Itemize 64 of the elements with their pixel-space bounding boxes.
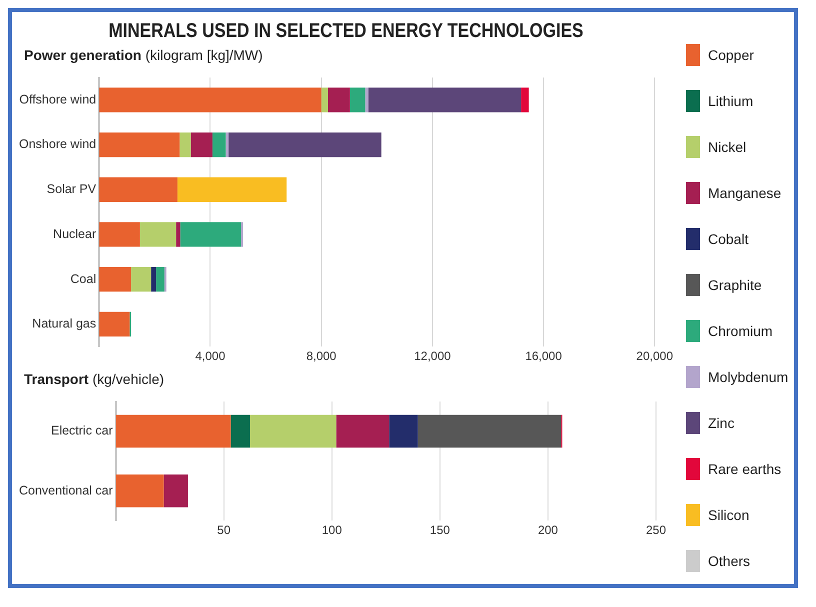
bar xyxy=(368,88,522,112)
x-tick-label: 100 xyxy=(322,523,342,538)
bar xyxy=(99,132,180,158)
bar xyxy=(140,222,176,247)
legend-label: Lithium xyxy=(708,93,754,109)
bar xyxy=(230,414,250,448)
bar xyxy=(99,177,178,202)
bar xyxy=(177,177,287,202)
legend-label: Graphite xyxy=(708,277,762,293)
legend-label: Cobalt xyxy=(708,231,748,247)
x-tick-label: 8,000 xyxy=(306,349,337,364)
x-tick-label: 200 xyxy=(538,523,558,538)
legend-label: Others xyxy=(708,553,750,569)
bar xyxy=(321,88,328,112)
legend-label: Zinc xyxy=(708,415,734,431)
legend-label: Molybdenum xyxy=(708,369,788,385)
chart-title: Transport (kg/vehicle) xyxy=(24,371,164,387)
x-tick-label: 50 xyxy=(217,523,231,538)
bar xyxy=(228,132,382,158)
legend-label: Copper xyxy=(708,47,754,63)
legend-label: Manganese xyxy=(708,185,782,201)
x-tick-label: 16,000 xyxy=(525,349,562,364)
bar xyxy=(156,266,164,292)
y-tick-label: Coal xyxy=(70,272,96,286)
bar xyxy=(99,266,132,292)
bar xyxy=(418,414,562,448)
bar xyxy=(151,266,156,292)
legend-label: Chromium xyxy=(708,323,773,339)
y-tick-label: Natural gas xyxy=(32,316,96,331)
bar xyxy=(336,414,390,448)
bar xyxy=(116,474,164,508)
bar xyxy=(116,414,231,448)
legend-label: Silicon xyxy=(708,507,750,523)
x-tick-label: 250 xyxy=(646,523,666,538)
bar xyxy=(212,132,226,158)
bar xyxy=(328,88,350,112)
x-tick-label: 4,000 xyxy=(195,349,226,364)
bar xyxy=(99,312,130,337)
bar xyxy=(190,132,212,158)
bar xyxy=(180,222,242,247)
y-tick-label: Nuclear xyxy=(53,226,96,241)
x-tick-label: 150 xyxy=(430,523,450,538)
y-tick-label: Onshore wind xyxy=(19,137,96,152)
y-tick-label: Electric car xyxy=(50,424,113,438)
legend-label: Nickel xyxy=(708,139,746,155)
bar xyxy=(350,88,366,112)
bar xyxy=(365,88,368,112)
chart-title: MINERALS USED IN SELECTED ENERGY TECHNOLOGIES xyxy=(108,20,584,43)
bar xyxy=(521,88,529,112)
bar xyxy=(176,222,180,247)
legend-label: Rare earths xyxy=(708,461,782,477)
bar xyxy=(250,414,336,448)
x-tick-label: 20,000 xyxy=(636,349,674,364)
x-tick-label: 12,000 xyxy=(414,349,452,364)
bar xyxy=(389,414,418,448)
bar xyxy=(99,222,140,247)
bar xyxy=(164,474,188,508)
bar xyxy=(99,88,322,112)
chart-subtitle: Power generation (kilogram [kg]/MW) xyxy=(24,47,263,63)
bar xyxy=(131,266,152,292)
bar xyxy=(180,132,191,158)
y-tick-label: Solar PV xyxy=(46,182,97,196)
y-tick-label: Offshore wind xyxy=(19,92,96,106)
y-tick-label: Conventional car xyxy=(18,483,113,498)
